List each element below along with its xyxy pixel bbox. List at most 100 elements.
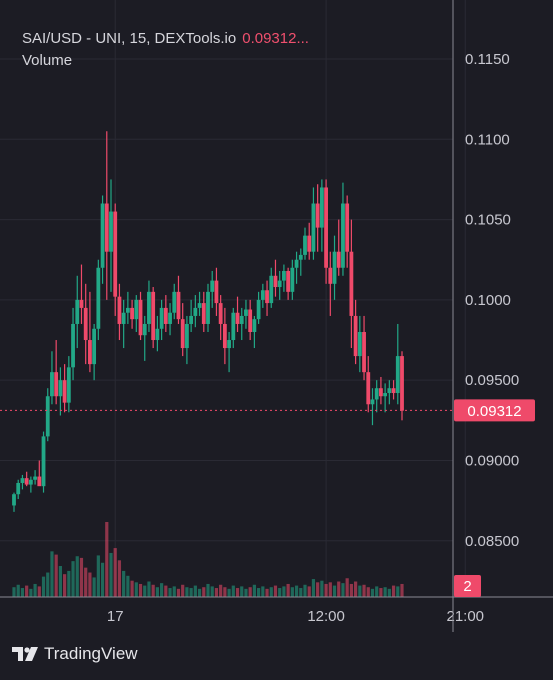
candle-body bbox=[319, 187, 324, 228]
candle-body bbox=[134, 299, 139, 320]
candle-body bbox=[168, 312, 172, 324]
candle-layer bbox=[12, 131, 404, 512]
volume-bar bbox=[138, 583, 143, 597]
volume-bar bbox=[349, 583, 353, 597]
candle-body bbox=[366, 372, 371, 405]
candle-body bbox=[227, 340, 231, 349]
volume-bar bbox=[214, 588, 219, 597]
symbol-label: SAI/USD - UNI, 15, DEXTools.io bbox=[22, 30, 237, 47]
candle-body bbox=[176, 291, 181, 320]
volume-bar bbox=[328, 582, 332, 597]
volume-bar bbox=[143, 585, 147, 597]
volume-bar bbox=[25, 585, 29, 597]
volume-bar bbox=[332, 585, 337, 597]
volume-bar bbox=[282, 586, 286, 597]
volume-bar bbox=[126, 575, 130, 597]
x-tick-label: 21:00 bbox=[446, 608, 484, 625]
candle-body bbox=[113, 211, 118, 297]
candle-body bbox=[252, 319, 257, 332]
volume-bar bbox=[164, 585, 168, 597]
volume-bar bbox=[33, 583, 37, 597]
volume-bar bbox=[286, 583, 290, 597]
candle-body bbox=[349, 251, 354, 316]
candle-body bbox=[109, 211, 113, 252]
chart-header: SAI/USD - UNI, 15, DEXTools.io 0.09312...… bbox=[22, 28, 309, 72]
volume-bar bbox=[29, 588, 33, 597]
volume-bar bbox=[400, 583, 404, 597]
candle-body bbox=[185, 323, 189, 349]
candle-body bbox=[163, 307, 168, 324]
candle-body bbox=[294, 259, 299, 268]
candle-body bbox=[138, 299, 143, 336]
candle-body bbox=[357, 332, 362, 357]
candle-body bbox=[92, 328, 97, 365]
volume-bar bbox=[12, 587, 16, 597]
candle-body bbox=[142, 323, 147, 336]
volume-bar bbox=[46, 572, 50, 597]
tradingview-logo[interactable]: TradingView bbox=[12, 644, 138, 664]
candle-body bbox=[395, 356, 400, 394]
volume-bar bbox=[160, 583, 164, 597]
candle-body bbox=[311, 203, 316, 252]
volume-bar bbox=[269, 587, 273, 597]
candle-body bbox=[214, 280, 219, 304]
candle-body bbox=[189, 315, 194, 324]
candle-body bbox=[180, 319, 185, 349]
volume-bar bbox=[189, 588, 193, 597]
volume-bar bbox=[316, 582, 320, 597]
volume-bar bbox=[122, 570, 126, 597]
candle-body bbox=[239, 315, 244, 324]
candle-body bbox=[16, 482, 21, 495]
volume-bar bbox=[375, 586, 379, 597]
candle-body bbox=[248, 309, 253, 332]
volume-bar bbox=[88, 572, 92, 597]
candle-body bbox=[24, 478, 29, 485]
volume-bar bbox=[261, 586, 265, 597]
last-price-label: 0.09312... bbox=[242, 30, 309, 47]
candle-body bbox=[324, 187, 328, 268]
volume-bar bbox=[185, 587, 189, 597]
candle-body bbox=[172, 291, 177, 313]
candle-body bbox=[121, 312, 126, 324]
volume-bar bbox=[117, 560, 122, 597]
volume-value-text: 2 bbox=[463, 578, 471, 595]
candle-body bbox=[282, 270, 286, 281]
candle-body bbox=[265, 290, 269, 304]
tradingview-icon bbox=[12, 647, 38, 661]
price-chart[interactable]: 0.1150 0.1100 0.1050 0.1000 0.09500 0.09000 0.… bbox=[0, 0, 553, 632]
volume-layer bbox=[12, 522, 404, 597]
y-tick-label: 0.1000 bbox=[465, 292, 511, 309]
current-price-badge bbox=[454, 399, 535, 422]
candle-body bbox=[201, 303, 206, 324]
candle-body bbox=[41, 436, 46, 487]
candle-body bbox=[269, 275, 274, 304]
candle-body bbox=[353, 315, 358, 357]
volume-bar bbox=[206, 583, 210, 597]
candle-body bbox=[315, 203, 320, 228]
volume-bar bbox=[257, 588, 261, 597]
candle-body bbox=[66, 367, 71, 403]
volume-bar bbox=[58, 566, 62, 597]
volume-bar bbox=[155, 587, 159, 597]
current-price-text: 0.09312 bbox=[467, 403, 521, 420]
candle-body bbox=[298, 254, 303, 260]
y-tick-label: 0.1150 bbox=[465, 51, 510, 68]
volume-bar bbox=[181, 584, 185, 597]
volume-bar bbox=[223, 587, 227, 597]
y-tick-label: 0.08500 bbox=[465, 533, 519, 550]
candle-body bbox=[83, 307, 88, 341]
volume-bar bbox=[50, 551, 54, 597]
volume-bar bbox=[387, 588, 391, 597]
y-tick-label: 0.1050 bbox=[465, 212, 511, 229]
volume-bar bbox=[100, 562, 105, 597]
candle-body bbox=[12, 494, 16, 506]
candle-body bbox=[387, 388, 392, 394]
volume-bar bbox=[105, 522, 109, 597]
volume-bar bbox=[37, 586, 41, 597]
y-tick-label: 0.09000 bbox=[465, 452, 519, 469]
candle-body bbox=[244, 309, 248, 316]
y-tick-label: 0.1100 bbox=[465, 131, 510, 148]
candle-body bbox=[50, 372, 54, 397]
volume-bar bbox=[92, 577, 96, 597]
volume-bar bbox=[370, 588, 375, 597]
